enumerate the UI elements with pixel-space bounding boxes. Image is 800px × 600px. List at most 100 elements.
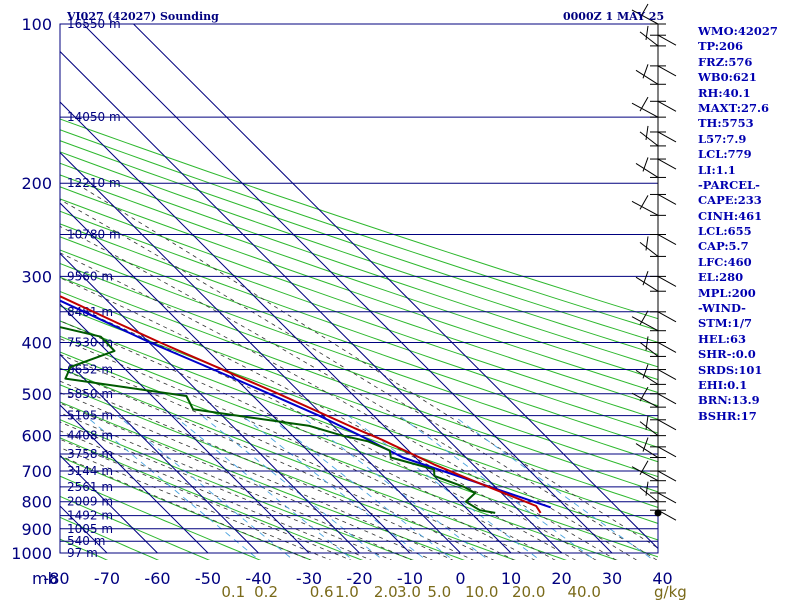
isotherm-line	[60, 353, 259, 554]
moist-adiabat-line	[60, 438, 352, 560]
moist-adiabat-line	[60, 392, 454, 560]
wind-barb	[639, 25, 666, 47]
height-label: 9560 m	[67, 269, 113, 283]
isobars	[59, 23, 659, 554]
index-item: BRN:13.9	[698, 393, 760, 408]
pressure-tick-label: 600	[21, 427, 52, 446]
index-item: -PARCEL-	[698, 177, 760, 192]
index-item: CAP:5.7	[698, 239, 749, 254]
height-label: 2009 m	[67, 495, 113, 509]
pressure-tick-label: 500	[21, 385, 52, 404]
moist-adiabat-line	[60, 252, 617, 560]
mixing-ratio-label: 40.0	[568, 583, 601, 600]
moist-adiabat-line	[60, 380, 474, 560]
wind-barb	[650, 311, 677, 323]
index-item: BSHR:17	[698, 408, 757, 423]
isotherm-line	[133, 24, 658, 550]
height-label: 97 m	[67, 546, 98, 560]
index-item: TP:206	[698, 39, 744, 54]
index-item: L57:7.9	[698, 131, 747, 146]
wind-barb	[639, 125, 666, 147]
wind-barb	[650, 393, 677, 405]
wind-barb	[635, 437, 666, 459]
pressure-unit-label: mb	[32, 569, 58, 588]
index-item: MAXT:27.6	[698, 100, 769, 115]
wind-barb	[631, 386, 666, 408]
isotherm-line	[60, 303, 310, 554]
height-label: 10780 m	[67, 228, 121, 242]
temperature-tick-label: 20	[551, 569, 571, 588]
wind-barb	[650, 131, 677, 143]
height-label: 16550 m	[67, 17, 121, 31]
plot-frame	[59, 23, 659, 554]
wind-barb	[631, 3, 666, 25]
temperature-axis: mb-80 -70 -60 -50 -40 -30 -20 -10 0 10 20 30 40	[32, 569, 673, 588]
pressure-tick-label: 400	[21, 333, 52, 352]
wind-barb	[650, 419, 677, 431]
mixing-ratio-line	[453, 415, 655, 560]
wind-barb	[650, 275, 677, 287]
index-item: EHI:0.1	[698, 377, 748, 392]
temperature-tick-label: -40	[245, 569, 271, 588]
temperature-tick-label: 40	[652, 569, 672, 588]
wind-barb	[639, 481, 666, 503]
moist-adiabat-line	[60, 320, 556, 560]
height-label: 6652 m	[67, 363, 113, 377]
mixing-ratio-label: 3.0	[397, 583, 421, 600]
moist-adiabat-line	[60, 430, 372, 560]
index-item: LI:1.1	[698, 162, 736, 177]
height-label: 14050 m	[67, 110, 121, 124]
temperature-tick-label: -70	[94, 569, 120, 588]
pressure-tick-label: 300	[21, 267, 52, 286]
pressure-axis: 100 200 300 400 500 600 700 800 900 1000	[11, 15, 52, 563]
index-item: TH:5753	[698, 116, 754, 131]
surface-wind-marker	[654, 509, 662, 517]
pressure-tick-label: 100	[21, 15, 52, 34]
index-item: CINH:461	[698, 208, 763, 223]
wind-barb	[650, 446, 677, 458]
mixing-ratio-label: 0.6	[310, 583, 334, 600]
height-label: 3758 m	[67, 447, 113, 461]
temperature-tick-label: 10	[501, 569, 521, 588]
wind-barb	[650, 158, 677, 170]
temperature-tick-label: -50	[195, 569, 221, 588]
dry-adiabat-line	[60, 276, 658, 493]
moist-adiabat-line	[60, 199, 658, 560]
mixing-ratio-label: 10.0	[465, 583, 498, 600]
wind-barb	[631, 310, 666, 332]
dry-adiabat-line	[60, 320, 658, 541]
moist-adiabat-line	[60, 338, 536, 560]
moist-adiabat-line	[75, 182, 658, 549]
wind-barb	[635, 364, 666, 385]
height-label: 4408 m	[67, 429, 113, 443]
dry-adiabat-line	[60, 290, 658, 508]
index-item: -WIND-	[698, 301, 746, 316]
wind-barb	[650, 65, 677, 77]
wind-barb	[639, 415, 666, 437]
pressure-tick-label: 800	[21, 493, 52, 512]
isotherm-line	[60, 454, 158, 554]
wind-barb	[650, 341, 677, 353]
mixing-ratio-label: 0.2	[254, 583, 278, 600]
height-label: 1005 m	[67, 522, 113, 536]
temperature-tick-label: -30	[296, 569, 322, 588]
height-label: 3144 m	[67, 464, 113, 478]
pressure-tick-label: 200	[21, 174, 52, 193]
height-label: 5850 m	[67, 387, 113, 401]
mixing-ratio-labels: 0.1 0.2 0.6 1.0 2.0 3.0 5.0 10.0 20.0 40.0 g/kg	[221, 583, 686, 600]
dry-adiabat-line	[60, 305, 658, 524]
dewpoint-line	[60, 326, 496, 514]
wind-barb	[639, 336, 666, 357]
dry-adiabat-line	[60, 367, 567, 560]
isotherm-line	[0, 24, 6, 553]
index-item: RH:40.1	[698, 85, 751, 100]
height-label: 5105 m	[67, 409, 113, 423]
temperature-tick-label: -80	[43, 569, 69, 588]
dry-adiabat-line	[60, 249, 658, 463]
isotherm-line	[60, 202, 411, 554]
dry-adiabat-line	[60, 456, 313, 560]
dry-adiabat-line	[60, 437, 364, 560]
temperature-tick-label: 30	[602, 569, 622, 588]
